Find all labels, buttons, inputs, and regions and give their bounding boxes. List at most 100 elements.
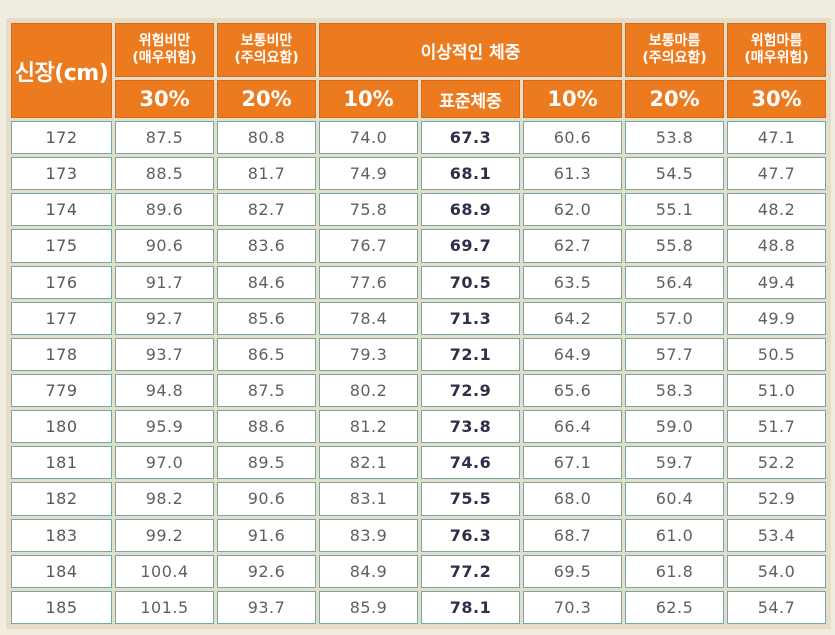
weight-cell: 64.9 — [523, 337, 622, 371]
pct-header-thin: 20% — [625, 80, 724, 118]
weight-cell: 78.4 — [319, 301, 418, 335]
weight-cell: 81.7 — [217, 157, 316, 191]
weight-cell: 91.6 — [217, 518, 316, 552]
weight-cell: 49.4 — [727, 265, 826, 299]
height-cell: 779 — [11, 373, 112, 408]
weight-cell: 95.9 — [115, 410, 214, 444]
weight-cell: 49.9 — [727, 301, 826, 335]
table-row: 181 97.0 89.5 82.1 74.6 67.1 59.7 52.2 — [11, 446, 826, 480]
weight-cell: 62.0 — [523, 193, 622, 227]
table-row: 177 92.7 85.6 78.4 71.3 64.2 57.0 49.9 — [11, 301, 826, 335]
weight-cell: 64.2 — [523, 301, 622, 335]
weight-cell: 93.7 — [115, 337, 214, 371]
severe-obese-note: (매우위험) — [132, 50, 197, 66]
weight-cell: 52.9 — [727, 482, 826, 516]
thin-note: (주의요함) — [642, 50, 707, 66]
height-cell: 173 — [11, 157, 112, 191]
weight-cell: 70.3 — [523, 590, 622, 624]
weight-table: 신장(cm) 위험비만 (매우위험) 보통비만 (주의요함) 이상적인 체중 보… — [8, 20, 829, 627]
weight-cell: 60.4 — [625, 482, 724, 516]
severe-thin-title: 위험마름 — [750, 33, 803, 49]
weight-cell: 85.6 — [217, 301, 316, 335]
pct-header-obese: 20% — [217, 80, 316, 118]
weight-cell: 68.7 — [523, 518, 622, 552]
table-row: 178 93.7 86.5 79.3 72.1 64.9 57.7 50.5 — [11, 337, 826, 371]
weight-cell: 62.5 — [625, 590, 724, 624]
weight-cell: 59.7 — [625, 446, 724, 480]
weight-cell: 48.2 — [727, 193, 826, 227]
weight-cell: 92.6 — [217, 554, 316, 588]
table-row: 180 95.9 88.6 81.2 73.8 66.4 59.0 51.7 — [11, 410, 826, 444]
header-row: 신장(cm) 위험비만 (매우위험) 보통비만 (주의요함) 이상적인 체중 보… — [11, 23, 826, 118]
weight-cell: 66.4 — [523, 410, 622, 444]
height-cell: 172 — [11, 121, 112, 155]
weight-cell: 80.8 — [217, 121, 316, 155]
weight-cell: 63.5 — [523, 265, 622, 299]
weight-cell: 47.7 — [727, 157, 826, 191]
weight-cell: 99.2 — [115, 518, 214, 552]
standard-weight-cell: 73.8 — [421, 410, 520, 444]
weight-cell: 101.5 — [115, 590, 214, 624]
weight-cell: 52.2 — [727, 446, 826, 480]
table-row: 185 101.5 93.7 85.9 78.1 70.3 62.5 54.7 — [11, 590, 826, 624]
height-cell: 176 — [11, 265, 112, 299]
severe-obese-header: 위험비만 (매우위험) — [115, 23, 214, 77]
weight-cell: 88.5 — [115, 157, 214, 191]
weight-cell: 87.5 — [217, 373, 316, 408]
weight-cell: 79.3 — [319, 337, 418, 371]
weight-cell: 56.4 — [625, 265, 724, 299]
height-cell: 178 — [11, 337, 112, 371]
standard-weight-cell: 69.7 — [421, 229, 520, 263]
weight-cell: 85.9 — [319, 590, 418, 624]
weight-cell: 86.5 — [217, 337, 316, 371]
standard-weight-cell: 70.5 — [421, 265, 520, 299]
weight-cell: 98.2 — [115, 482, 214, 516]
standard-weight-cell: 67.3 — [421, 121, 520, 155]
weight-cell: 88.6 — [217, 410, 316, 444]
standard-weight-cell: 68.1 — [421, 157, 520, 191]
pct-header-ideal-lower: 10% — [523, 80, 622, 118]
weight-cell: 50.5 — [727, 337, 826, 371]
weight-cell: 80.2 — [319, 373, 418, 408]
weight-cell: 54.5 — [625, 157, 724, 191]
weight-cell: 83.6 — [217, 229, 316, 263]
weight-cell: 77.6 — [319, 265, 418, 299]
subheader-row: 30% 20% 10% 표준체중 10% 20% 30% — [11, 80, 826, 118]
weight-cell: 90.6 — [217, 482, 316, 516]
height-cell: 183 — [11, 518, 112, 552]
weight-cell: 68.0 — [523, 482, 622, 516]
standard-weight-cell: 77.2 — [421, 554, 520, 588]
weight-cell: 93.7 — [217, 590, 316, 624]
height-cell: 177 — [11, 301, 112, 335]
weight-cell: 61.3 — [523, 157, 622, 191]
weight-cell: 83.9 — [319, 518, 418, 552]
weight-cell: 82.7 — [217, 193, 316, 227]
weight-cell: 100.4 — [115, 554, 214, 588]
weight-cell: 74.0 — [319, 121, 418, 155]
standard-weight-cell: 75.5 — [421, 482, 520, 516]
pct-header-severe-thin: 30% — [727, 80, 826, 118]
weight-cell: 83.1 — [319, 482, 418, 516]
standard-weight-cell: 71.3 — [421, 301, 520, 335]
standard-weight-cell: 78.1 — [421, 590, 520, 624]
ideal-weight-header: 이상적인 체중 — [319, 23, 622, 77]
weight-cell: 94.8 — [115, 373, 214, 408]
severe-thin-note: (매우위험) — [744, 50, 809, 66]
height-column-header: 신장(cm) — [11, 23, 112, 118]
weight-cell: 62.7 — [523, 229, 622, 263]
weight-cell: 47.1 — [727, 121, 826, 155]
weight-cell: 61.8 — [625, 554, 724, 588]
severe-thin-header: 위험마름 (매우위험) — [727, 23, 826, 77]
weight-cell: 53.4 — [727, 518, 826, 552]
standard-weight-cell: 74.6 — [421, 446, 520, 480]
weight-cell: 90.6 — [115, 229, 214, 263]
weight-cell: 55.1 — [625, 193, 724, 227]
standard-weight-cell: 72.9 — [421, 373, 520, 408]
weight-cell: 67.1 — [523, 446, 622, 480]
weight-cell: 81.2 — [319, 410, 418, 444]
thin-title: 보통마름 — [648, 33, 701, 49]
table-row: 184 100.4 92.6 84.9 77.2 69.5 61.8 54.0 — [11, 554, 826, 588]
height-cell: 174 — [11, 193, 112, 227]
weight-cell: 57.0 — [625, 301, 724, 335]
weight-cell: 82.1 — [319, 446, 418, 480]
